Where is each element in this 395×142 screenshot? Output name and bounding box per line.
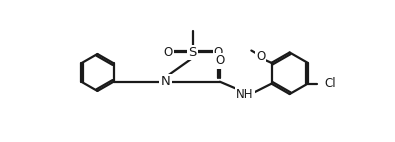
Text: O: O [215,54,224,67]
Text: Cl: Cl [325,77,337,90]
Text: O: O [256,50,265,63]
Text: O: O [163,46,173,59]
Text: O: O [214,46,223,59]
Text: N: N [161,75,171,88]
Text: S: S [188,46,197,59]
Text: NH: NH [236,87,254,101]
